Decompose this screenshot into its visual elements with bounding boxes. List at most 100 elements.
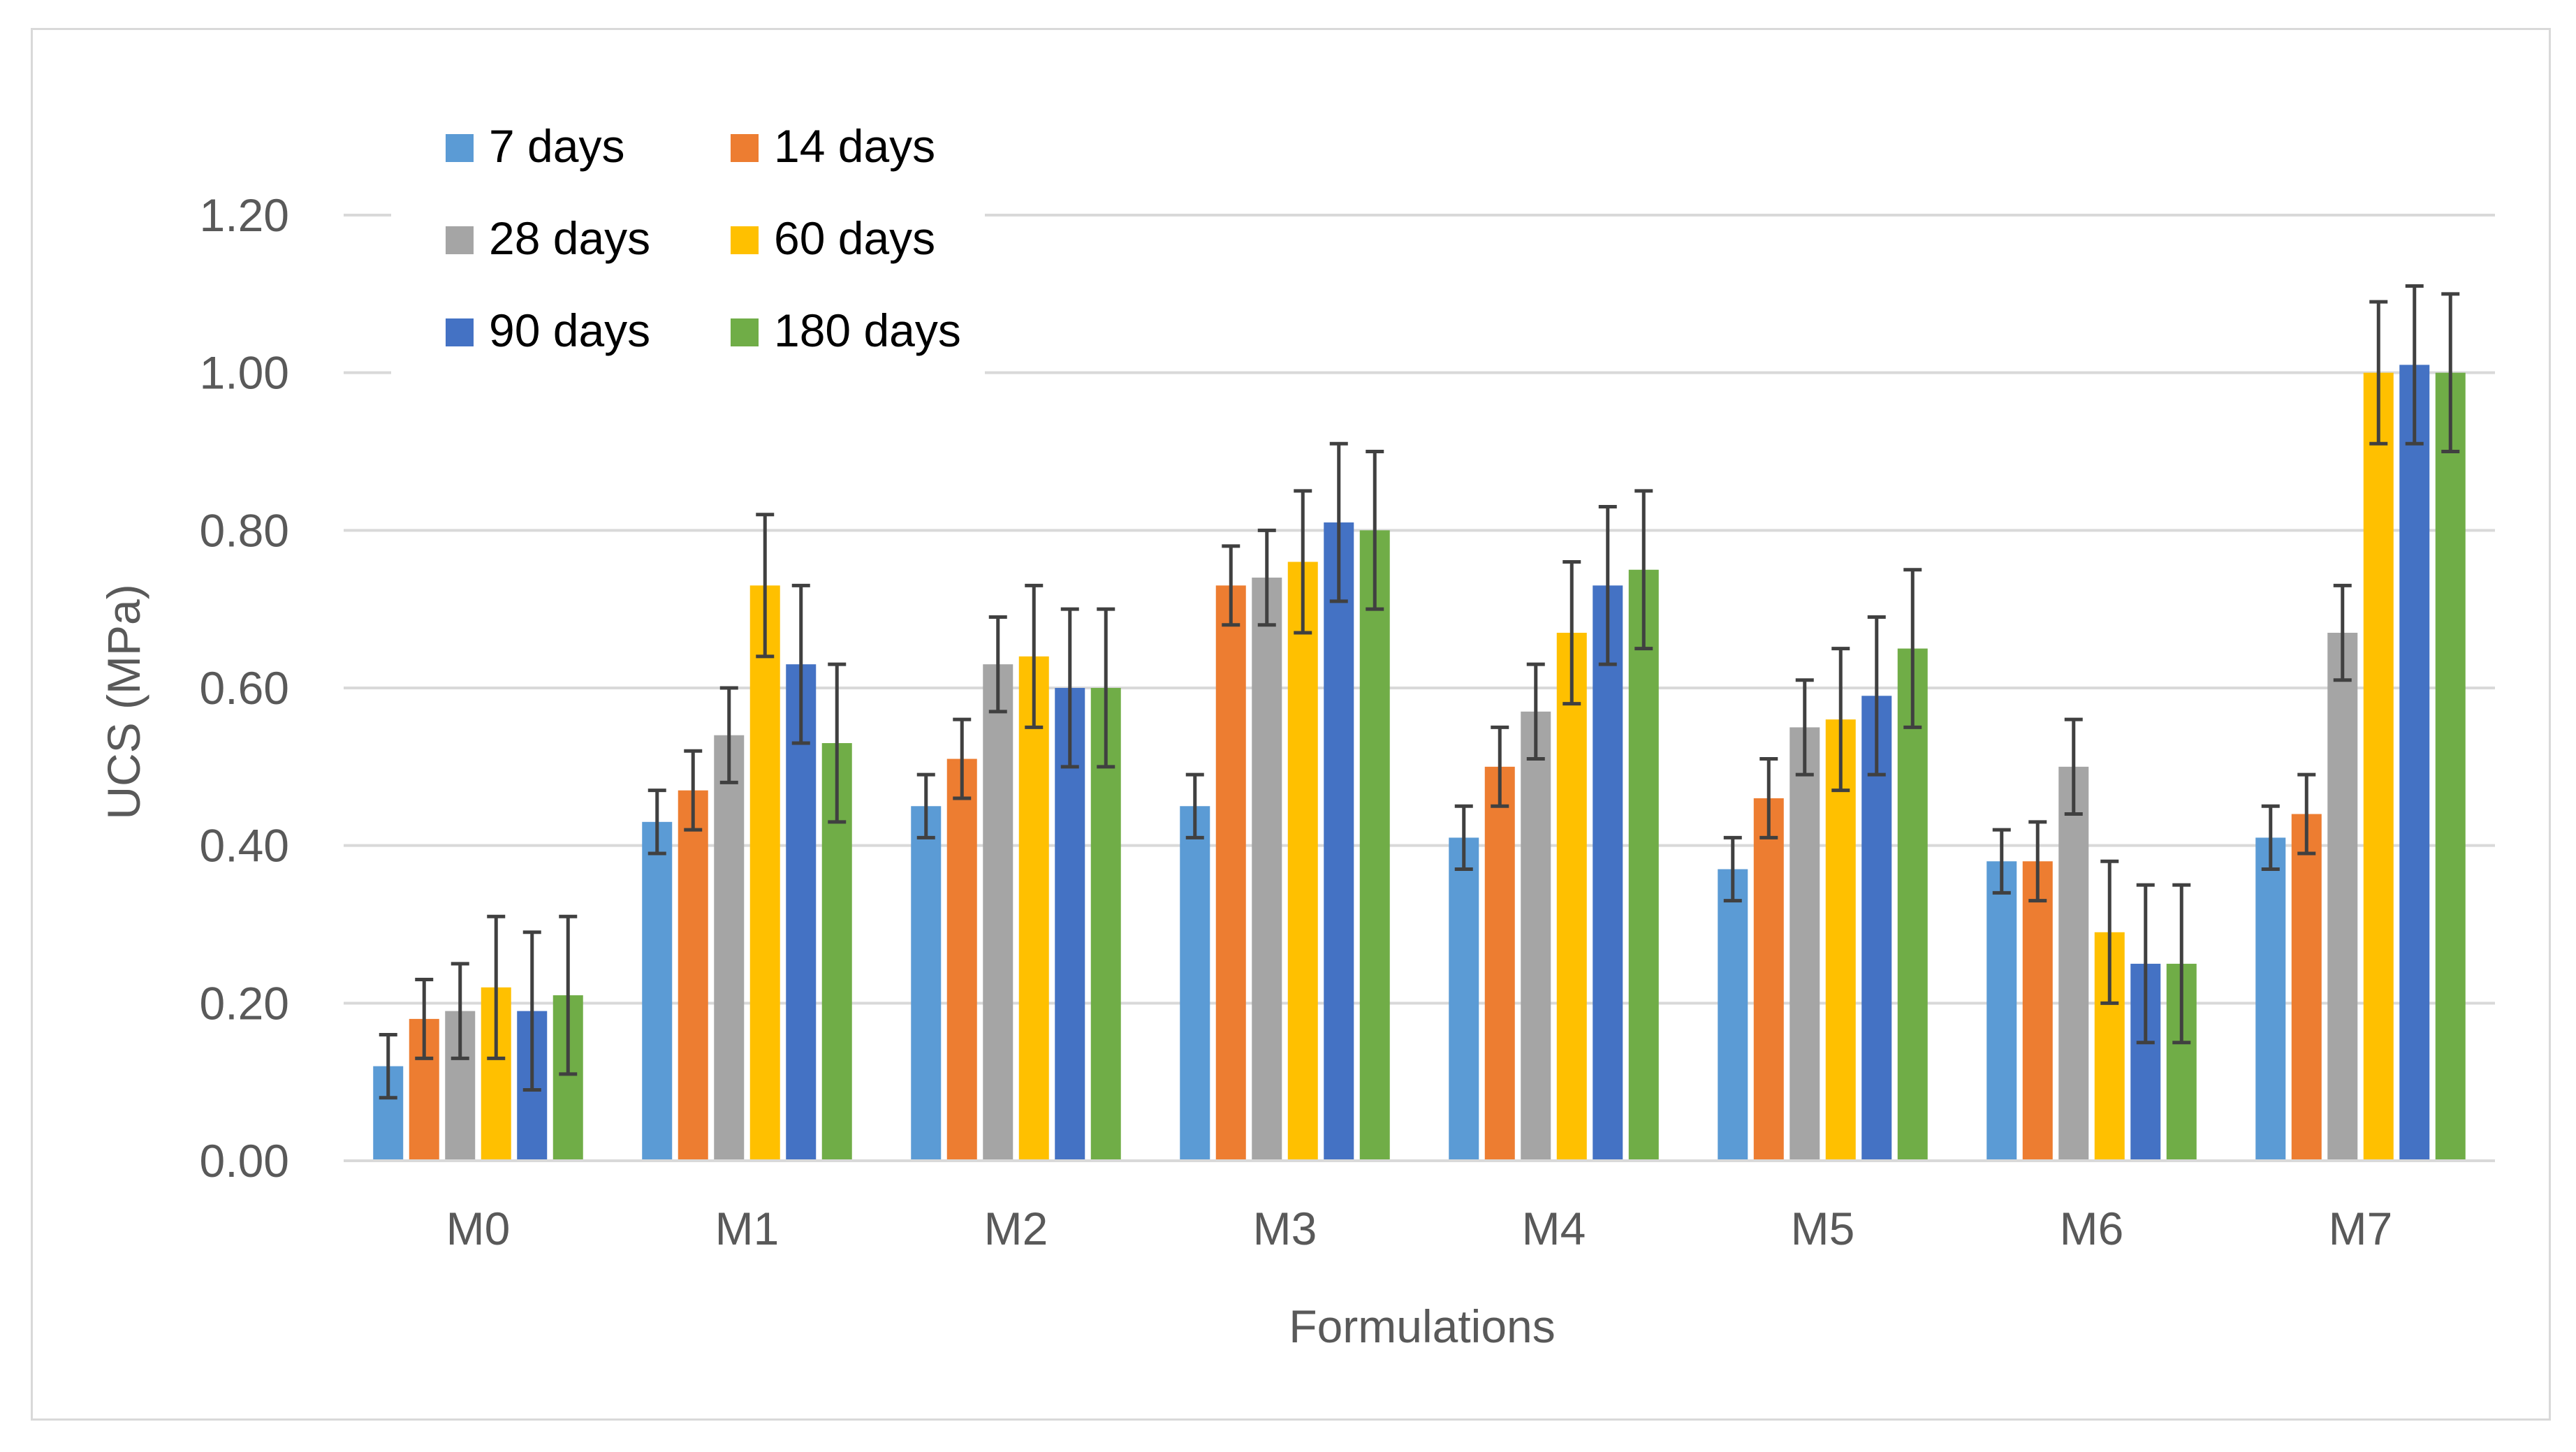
bar-M4-14-days [1484, 766, 1515, 1161]
bar-M7-60-days [2363, 372, 2394, 1161]
legend-swatch [731, 226, 759, 254]
bar-M3-90-days [1324, 522, 1354, 1161]
legend-item-90-days: 90 days [446, 305, 650, 356]
x-tick-label: M5 [1791, 1203, 1855, 1254]
bar-M2-60-days [1018, 656, 1049, 1161]
error-bar [988, 615, 1007, 714]
bar-M1-90-days [786, 664, 817, 1161]
bar-M4-60-days [1556, 633, 1587, 1161]
bar-M1-28-days [714, 735, 745, 1161]
error-bar [647, 789, 666, 856]
error-bar [1491, 725, 1509, 808]
error-bar [1723, 835, 1742, 903]
bar-M3-7-days [1180, 806, 1210, 1161]
error-bar [953, 717, 972, 800]
bar-M2-28-days [983, 664, 1013, 1161]
legend-label: 180 days [774, 305, 961, 356]
error-bar [719, 686, 738, 784]
error-bar [2369, 300, 2388, 446]
bar-M3-14-days [1215, 585, 1246, 1161]
error-bar [1634, 489, 1653, 651]
legend-item-60-days: 60 days [731, 212, 935, 264]
bar-M2-7-days [911, 806, 942, 1161]
legend-label: 60 days [774, 212, 935, 264]
legend-swatch [731, 134, 759, 162]
bar-M7-28-days [2327, 633, 2358, 1161]
error-bar [1294, 489, 1312, 635]
error-bar [559, 914, 578, 1076]
error-bar [2028, 820, 2047, 903]
bar-M5-7-days [1718, 869, 1748, 1161]
error-bar [1867, 615, 1886, 777]
error-bar [2172, 883, 2191, 1045]
error-bar [1097, 607, 1115, 769]
error-bar [2100, 859, 2119, 1005]
bar-M5-14-days [1753, 798, 1784, 1161]
error-bar [791, 583, 810, 745]
error-bar [1831, 647, 1850, 793]
legend-label: 90 days [489, 305, 650, 356]
y-tick-label: 0.20 [200, 977, 289, 1029]
error-bar [756, 513, 775, 659]
error-bar [2405, 284, 2424, 446]
error-bar [2333, 583, 2352, 682]
error-bar [1454, 804, 1473, 872]
error-bar [1366, 450, 1384, 611]
error-bar [2136, 883, 2155, 1045]
bar-M4-90-days [1593, 585, 1623, 1161]
y-tick-label: 0.00 [200, 1135, 289, 1187]
bar-M4-180-days [1628, 569, 1659, 1161]
x-tick-label: M6 [2060, 1203, 2124, 1254]
error-bar [379, 1032, 397, 1100]
error-bar [1222, 544, 1241, 627]
bar-M5-60-days [1825, 719, 1856, 1161]
legend-swatch [446, 134, 474, 162]
bar-M2-14-days [946, 758, 977, 1161]
legend-label: 7 days [489, 120, 624, 172]
error-bar [415, 977, 434, 1060]
error-bar [2441, 292, 2460, 453]
error-bar [1992, 828, 2011, 895]
x-tick-label: M7 [2329, 1203, 2393, 1254]
error-bar [2261, 804, 2280, 872]
error-bar [2297, 772, 2316, 856]
error-bar [1563, 559, 1581, 706]
legend-swatch [446, 318, 474, 346]
legend-item-28-days: 28 days [446, 212, 650, 264]
error-bar [1185, 772, 1204, 839]
x-tick-label: M0 [446, 1203, 511, 1254]
x-tick-label: M4 [1522, 1203, 1586, 1254]
bar-M6-7-days [1986, 861, 2017, 1161]
x-axis-title: Formulations [1289, 1300, 1555, 1352]
error-bar [684, 749, 703, 832]
y-axis-title: UCS (MPa) [98, 584, 149, 819]
error-bar [2064, 717, 2083, 816]
bar-M3-60-days [1287, 562, 1318, 1161]
legend-swatch [731, 318, 759, 346]
bar-M1-60-days [749, 585, 780, 1161]
error-bar [487, 914, 506, 1060]
bar-M7-14-days [2291, 814, 2322, 1161]
x-tick-label: M1 [715, 1203, 780, 1254]
y-tick-label: 0.60 [200, 662, 289, 714]
error-bar [1025, 583, 1044, 729]
bar-M6-14-days [2022, 861, 2053, 1161]
legend-swatch [446, 226, 474, 254]
bar-M3-28-days [1252, 578, 1282, 1161]
y-tick-label: 0.80 [200, 504, 289, 556]
bar-M6-28-days [2058, 766, 2089, 1161]
legend-item-7-days: 7 days [446, 120, 624, 172]
bar-M3-180-days [1359, 530, 1390, 1161]
x-tick-label: M2 [984, 1203, 1048, 1254]
y-tick-label: 1.00 [200, 347, 289, 399]
y-tick-label: 0.40 [200, 820, 289, 872]
error-bar [828, 662, 847, 824]
bar-M4-7-days [1449, 837, 1479, 1161]
bar-M5-28-days [1790, 727, 1820, 1161]
y-tick-label: 1.20 [200, 189, 289, 241]
bar-M7-90-days [2399, 365, 2430, 1161]
bar-M7-180-days [2435, 372, 2466, 1161]
error-bar [1598, 504, 1617, 666]
error-bar [1329, 441, 1348, 603]
